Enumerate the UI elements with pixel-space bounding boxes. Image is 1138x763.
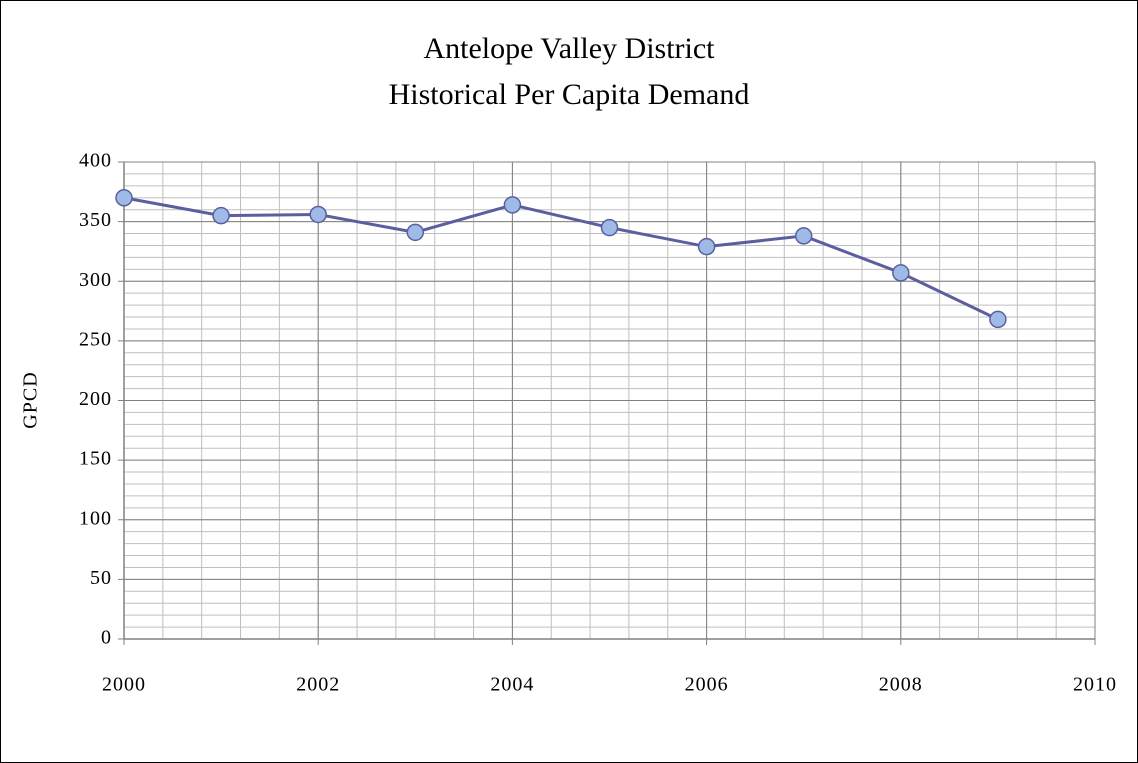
y-tick-label: 0 bbox=[101, 627, 112, 649]
x-tick-label: 2010 bbox=[1073, 674, 1117, 696]
data-point bbox=[989, 310, 1007, 329]
y-tick-label: 350 bbox=[79, 209, 112, 231]
x-tick-label: 2008 bbox=[879, 674, 923, 696]
y-tick-label: 150 bbox=[79, 448, 112, 470]
data-point bbox=[503, 196, 522, 214]
data-point bbox=[892, 264, 910, 282]
y-tick-label: 250 bbox=[79, 328, 112, 350]
chart-subtitle: Historical Per Capita Demand bbox=[389, 78, 750, 111]
x-tick-label: 2006 bbox=[685, 674, 729, 696]
series-line bbox=[123, 196, 999, 321]
y-tick-label: 400 bbox=[79, 150, 112, 172]
data-point bbox=[212, 206, 230, 225]
data-point bbox=[600, 218, 619, 237]
data-point bbox=[794, 227, 813, 245]
x-tick-label: 2004 bbox=[490, 674, 534, 696]
x-tick-label: 2000 bbox=[102, 674, 146, 696]
data-point bbox=[406, 223, 425, 242]
data-point bbox=[115, 189, 133, 207]
y-axis-label: GPCD bbox=[20, 371, 42, 428]
y-tick-label: 50 bbox=[90, 567, 112, 589]
y-tick-label: 300 bbox=[79, 269, 112, 291]
y-tick-label: 200 bbox=[79, 388, 112, 410]
y-tick-label: 100 bbox=[79, 507, 112, 529]
data-point bbox=[309, 205, 327, 224]
data-point bbox=[697, 237, 716, 256]
x-tick-label: 2002 bbox=[296, 674, 340, 696]
chart-title: Antelope Valley District bbox=[423, 32, 715, 65]
